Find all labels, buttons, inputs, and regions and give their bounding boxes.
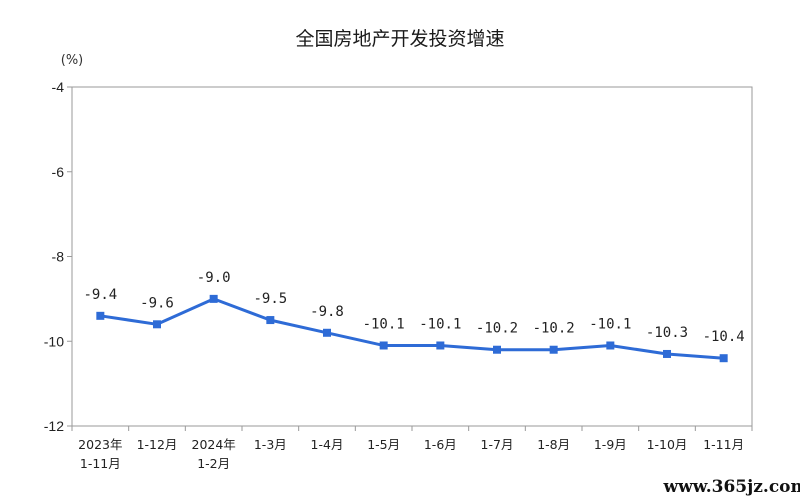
data-label: -10.1 xyxy=(363,316,405,332)
x-tick-label: 1-10月 xyxy=(647,437,688,452)
x-tick-label: 1-11月 xyxy=(703,437,744,452)
data-point xyxy=(719,354,728,363)
data-label: -9.4 xyxy=(83,287,117,303)
x-tick-label: 2024年 xyxy=(192,437,236,452)
series-line-path xyxy=(100,297,724,360)
x-tick-label: 1-6月 xyxy=(424,437,457,452)
x-tick-label: 2023年 xyxy=(78,437,122,452)
data-label: -10.3 xyxy=(646,325,688,341)
data-label: -9.5 xyxy=(253,291,287,307)
x-tick-label: 1-2月 xyxy=(197,456,230,471)
x-tick-label: 1-11月 xyxy=(80,456,121,471)
y-tick-label: -12 xyxy=(44,418,64,434)
y-tick-label: -4 xyxy=(52,79,65,95)
series-line xyxy=(96,294,728,363)
data-point xyxy=(96,311,105,320)
data-label: -10.2 xyxy=(533,321,575,337)
data-label: -9.8 xyxy=(310,304,344,320)
data-point xyxy=(209,294,218,303)
data-label: -9.6 xyxy=(140,295,174,311)
data-point xyxy=(323,328,331,337)
y-tick-label: -8 xyxy=(52,249,65,265)
x-tick-label: 1-7月 xyxy=(481,437,514,452)
x-tick-label: 1-9月 xyxy=(594,437,627,452)
chart-title: 全国房地产开发投资增速 xyxy=(295,28,504,50)
data-point xyxy=(153,320,161,329)
x-tick-label: 1-8月 xyxy=(537,437,570,452)
data-label: -10.2 xyxy=(476,321,518,337)
data-point xyxy=(606,341,615,350)
x-tick-label: 1-4月 xyxy=(311,437,344,452)
plot-area xyxy=(71,86,753,427)
data-point xyxy=(663,349,671,358)
data-point xyxy=(436,341,445,350)
data-label: -10.1 xyxy=(589,316,631,332)
x-tick-label: 1-12月 xyxy=(137,437,178,452)
y-tick-label: -10 xyxy=(44,333,64,349)
x-tick-label: 1-3月 xyxy=(254,437,287,452)
y-axis-unit: (%) xyxy=(61,53,84,68)
data-label: -9.0 xyxy=(197,270,231,286)
x-axis: 2023年 1-11月 1-12月 2024年 1-2月 1-3月 1-4月 1-5月 1-6月… xyxy=(71,426,753,471)
watermark-box xyxy=(672,472,800,500)
data-point xyxy=(549,345,558,354)
y-tick-label: -6 xyxy=(52,164,65,180)
x-tick-label: 1-5月 xyxy=(367,437,400,452)
data-point xyxy=(379,341,388,350)
data-point xyxy=(493,345,501,354)
data-label: -10.1 xyxy=(419,316,461,332)
y-axis: -4 -6 -8 -10 -12 xyxy=(44,79,72,434)
data-labels: -9.4 -9.6 -9.0 -9.5 -9.8 -10.1 -10.1 -10.2 -10.2… xyxy=(83,270,744,345)
data-point xyxy=(266,316,275,325)
data-label: -10.4 xyxy=(703,329,745,345)
watermark: www.365jz.com xyxy=(663,477,800,497)
